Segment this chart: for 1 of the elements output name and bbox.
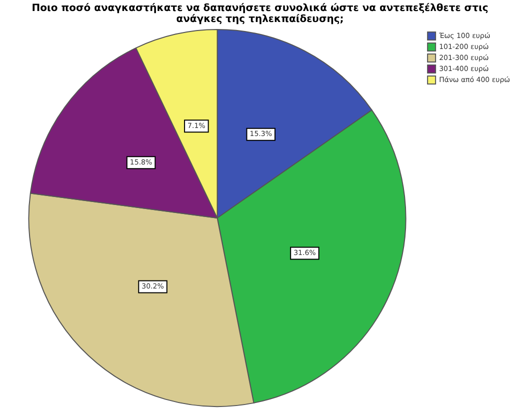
chart-title: Ποιο ποσό αναγκαστήκατε να δαπανήσετε συνολικά ώστε να αντεπεξέλθετε στις ανάγκες της τηλεκπαίδευσης; xyxy=(30,2,490,27)
